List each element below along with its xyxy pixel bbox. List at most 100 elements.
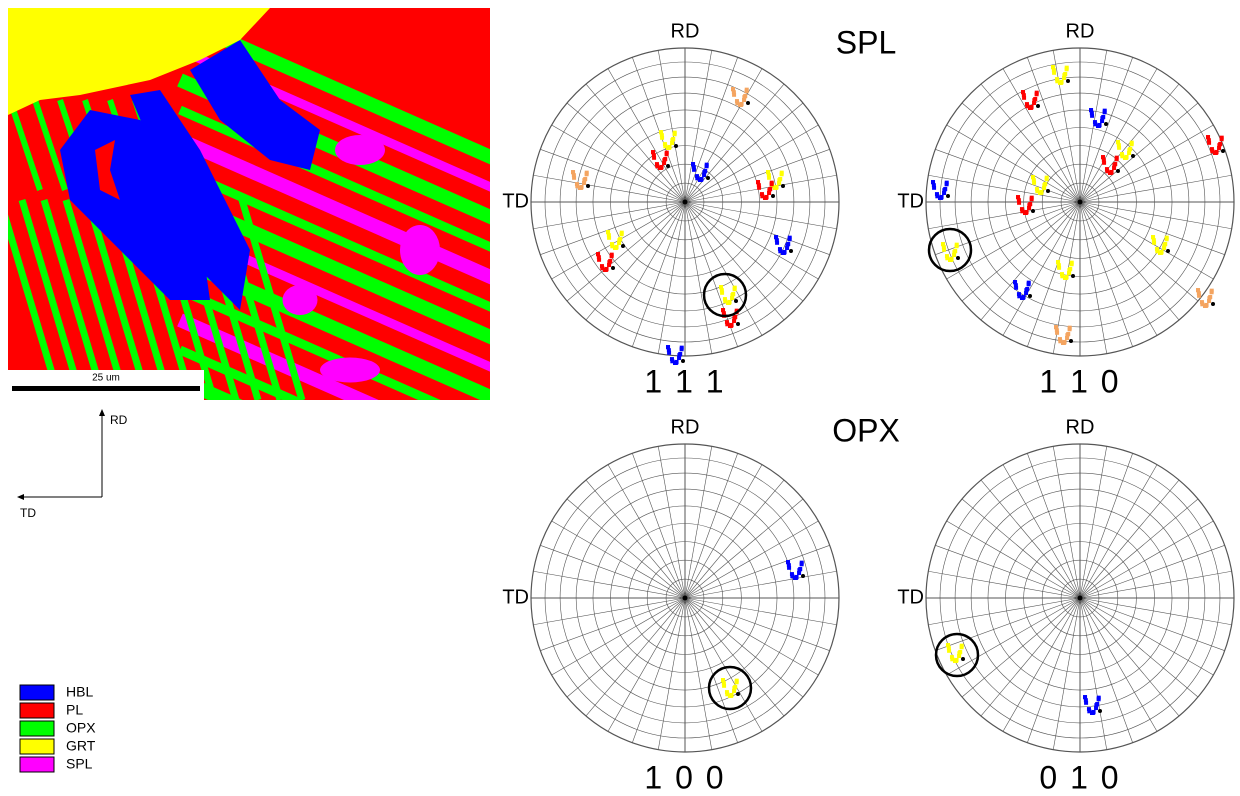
pole-point [607, 260, 611, 264]
pole-point [663, 142, 667, 146]
rd-label: RD [671, 20, 700, 42]
pole-point [960, 644, 964, 648]
pole-point [1207, 296, 1211, 300]
pole-point [1207, 141, 1211, 145]
pole-point [1109, 171, 1113, 175]
pole-point [1197, 294, 1201, 298]
pole-point [767, 188, 771, 192]
pole-point [736, 692, 740, 696]
pole-point [770, 181, 774, 185]
pole-point [729, 694, 733, 698]
pole-point [1027, 281, 1031, 285]
pole-point [695, 174, 699, 178]
pole-point [691, 162, 695, 166]
pole-point [942, 188, 946, 192]
pole-point [736, 322, 740, 326]
rd-label: RD [671, 416, 700, 438]
pole-point [1217, 143, 1221, 147]
spl-patch [335, 135, 385, 165]
pole-point [575, 182, 579, 186]
grain-stripe [180, 380, 520, 530]
pole-point [1021, 90, 1025, 94]
pole-point [1071, 274, 1075, 278]
pole-point [610, 253, 614, 257]
pole-point [692, 168, 696, 172]
pole-point [1069, 339, 1073, 343]
pole-figure-title: SPL [836, 24, 896, 60]
pole-point [1214, 151, 1218, 155]
pole-point [1127, 148, 1131, 152]
pole-point [732, 316, 736, 320]
pole-point [677, 353, 681, 357]
pole-point [756, 180, 760, 184]
pole-point [794, 576, 798, 580]
pole-point [961, 657, 965, 661]
pole-point [659, 166, 663, 170]
pole-point [674, 144, 678, 148]
pole-point [1056, 260, 1060, 264]
pole-point [1024, 211, 1028, 215]
pole-point [1022, 96, 1026, 100]
pole-point [621, 244, 625, 248]
pole-point [1221, 149, 1225, 153]
pole-point [651, 150, 655, 154]
pole-point [1130, 141, 1134, 145]
pole-figure-index: 1 0 0 [644, 759, 725, 795]
pole-point [778, 247, 782, 251]
pole-point [764, 196, 768, 200]
pole-point [946, 194, 950, 198]
pole-point [1101, 155, 1105, 159]
pole-figure-title: OPX [832, 412, 900, 448]
pole-figure: RDTD1 1 0 [897, 20, 1234, 399]
spl-patch [283, 285, 318, 315]
figure: 25 um RDTDHBLPLOPXGRTSPLSPLRDTD1 1 1RDTD… [0, 0, 1240, 796]
pole-point [954, 659, 958, 663]
pole-point [771, 194, 775, 198]
pole-point [1120, 152, 1124, 156]
pole-point [789, 249, 793, 253]
pole-point [1068, 326, 1072, 330]
rd-label: RD [1066, 416, 1095, 438]
pole-point [739, 103, 743, 107]
pole-point [766, 170, 770, 174]
center-dot [683, 596, 688, 601]
pole-point [1166, 249, 1170, 253]
pole-point [1103, 109, 1107, 113]
pole-point [666, 164, 670, 168]
pole-point [757, 186, 761, 190]
pole-point [596, 252, 600, 256]
pole-point [1017, 201, 1021, 205]
pole-figure: RDTD1 0 0 [502, 416, 839, 795]
legend-label: HBL [66, 684, 93, 700]
pole-point [1062, 73, 1066, 77]
pole-point [774, 235, 778, 239]
pole-point [775, 241, 779, 245]
pole-point [945, 181, 949, 185]
legend-swatch [20, 685, 54, 700]
pole-point [1024, 288, 1028, 292]
pole-point [797, 568, 801, 572]
pole-point [1116, 169, 1120, 173]
pole-point [732, 93, 736, 97]
pole-point [1165, 236, 1169, 240]
spl-patch [400, 225, 440, 275]
highlight-ring [936, 634, 978, 676]
pole-point [733, 286, 737, 290]
pole-point [665, 151, 669, 155]
pole-point [950, 655, 954, 659]
pole-point [705, 163, 709, 167]
pole-point [699, 178, 703, 182]
pole-point [931, 180, 935, 184]
pole-point [680, 346, 684, 350]
legend-swatch [20, 721, 54, 736]
pole-point [1116, 140, 1120, 144]
pole-point [1059, 81, 1063, 85]
axis-label: TD [20, 506, 36, 520]
td-label: TD [897, 190, 924, 212]
pole-point [1206, 135, 1210, 139]
pole-point [941, 242, 945, 246]
pole-point [746, 101, 750, 105]
pole-point [801, 574, 805, 578]
pole-point [786, 560, 790, 564]
pole-point [1155, 247, 1159, 251]
